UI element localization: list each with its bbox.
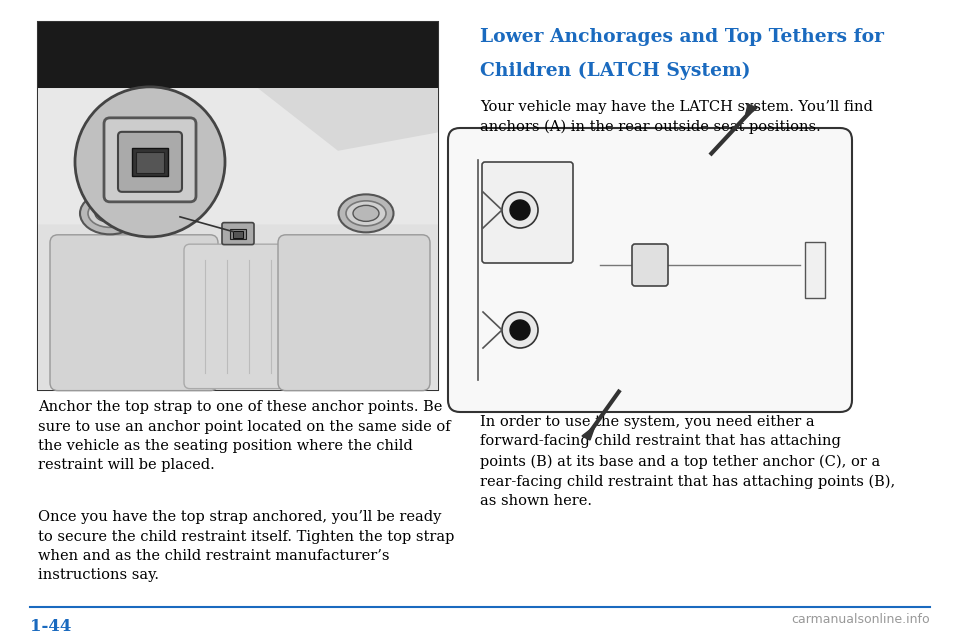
FancyBboxPatch shape <box>632 244 668 286</box>
Polygon shape <box>582 426 595 440</box>
Text: Children (LATCH System): Children (LATCH System) <box>480 62 751 80</box>
FancyBboxPatch shape <box>448 128 852 412</box>
Bar <box>805 242 825 298</box>
Ellipse shape <box>88 200 132 227</box>
Bar <box>38 22 438 390</box>
Text: Lower Anchorages and Top Tethers for: Lower Anchorages and Top Tethers for <box>480 28 884 46</box>
FancyBboxPatch shape <box>222 223 254 244</box>
FancyBboxPatch shape <box>136 152 164 173</box>
Ellipse shape <box>339 195 394 232</box>
Polygon shape <box>38 88 438 225</box>
Bar <box>38 22 438 88</box>
Text: In order to use the system, you need either a
forward-facing child restraint tha: In order to use the system, you need eit… <box>480 415 896 508</box>
Ellipse shape <box>346 201 386 226</box>
Text: Your vehicle may have the LATCH system. You’ll find
anchors (A) in the rear outs: Your vehicle may have the LATCH system. … <box>480 100 873 134</box>
Circle shape <box>510 200 530 220</box>
Polygon shape <box>745 104 757 118</box>
Text: carmanualsonline.info: carmanualsonline.info <box>791 613 930 626</box>
Ellipse shape <box>80 193 140 234</box>
FancyBboxPatch shape <box>230 228 246 239</box>
Text: Anchor the top strap to one of these anchor points. Be
sure to use an anchor poi: Anchor the top strap to one of these anc… <box>38 400 450 472</box>
Circle shape <box>502 312 538 348</box>
Ellipse shape <box>353 205 379 221</box>
Text: Once you have the top strap anchored, you’ll be ready
to secure the child restra: Once you have the top strap anchored, yo… <box>38 510 454 582</box>
Circle shape <box>510 320 530 340</box>
FancyBboxPatch shape <box>50 235 218 390</box>
FancyBboxPatch shape <box>233 230 243 237</box>
Circle shape <box>75 87 225 237</box>
Text: 1-44: 1-44 <box>30 618 71 635</box>
FancyBboxPatch shape <box>482 162 573 263</box>
Circle shape <box>502 192 538 228</box>
FancyBboxPatch shape <box>104 118 196 202</box>
Ellipse shape <box>95 204 125 222</box>
Bar <box>38 88 438 254</box>
Bar <box>38 225 438 390</box>
FancyBboxPatch shape <box>132 148 168 176</box>
FancyBboxPatch shape <box>278 235 430 390</box>
FancyBboxPatch shape <box>184 244 292 388</box>
FancyBboxPatch shape <box>118 132 182 192</box>
